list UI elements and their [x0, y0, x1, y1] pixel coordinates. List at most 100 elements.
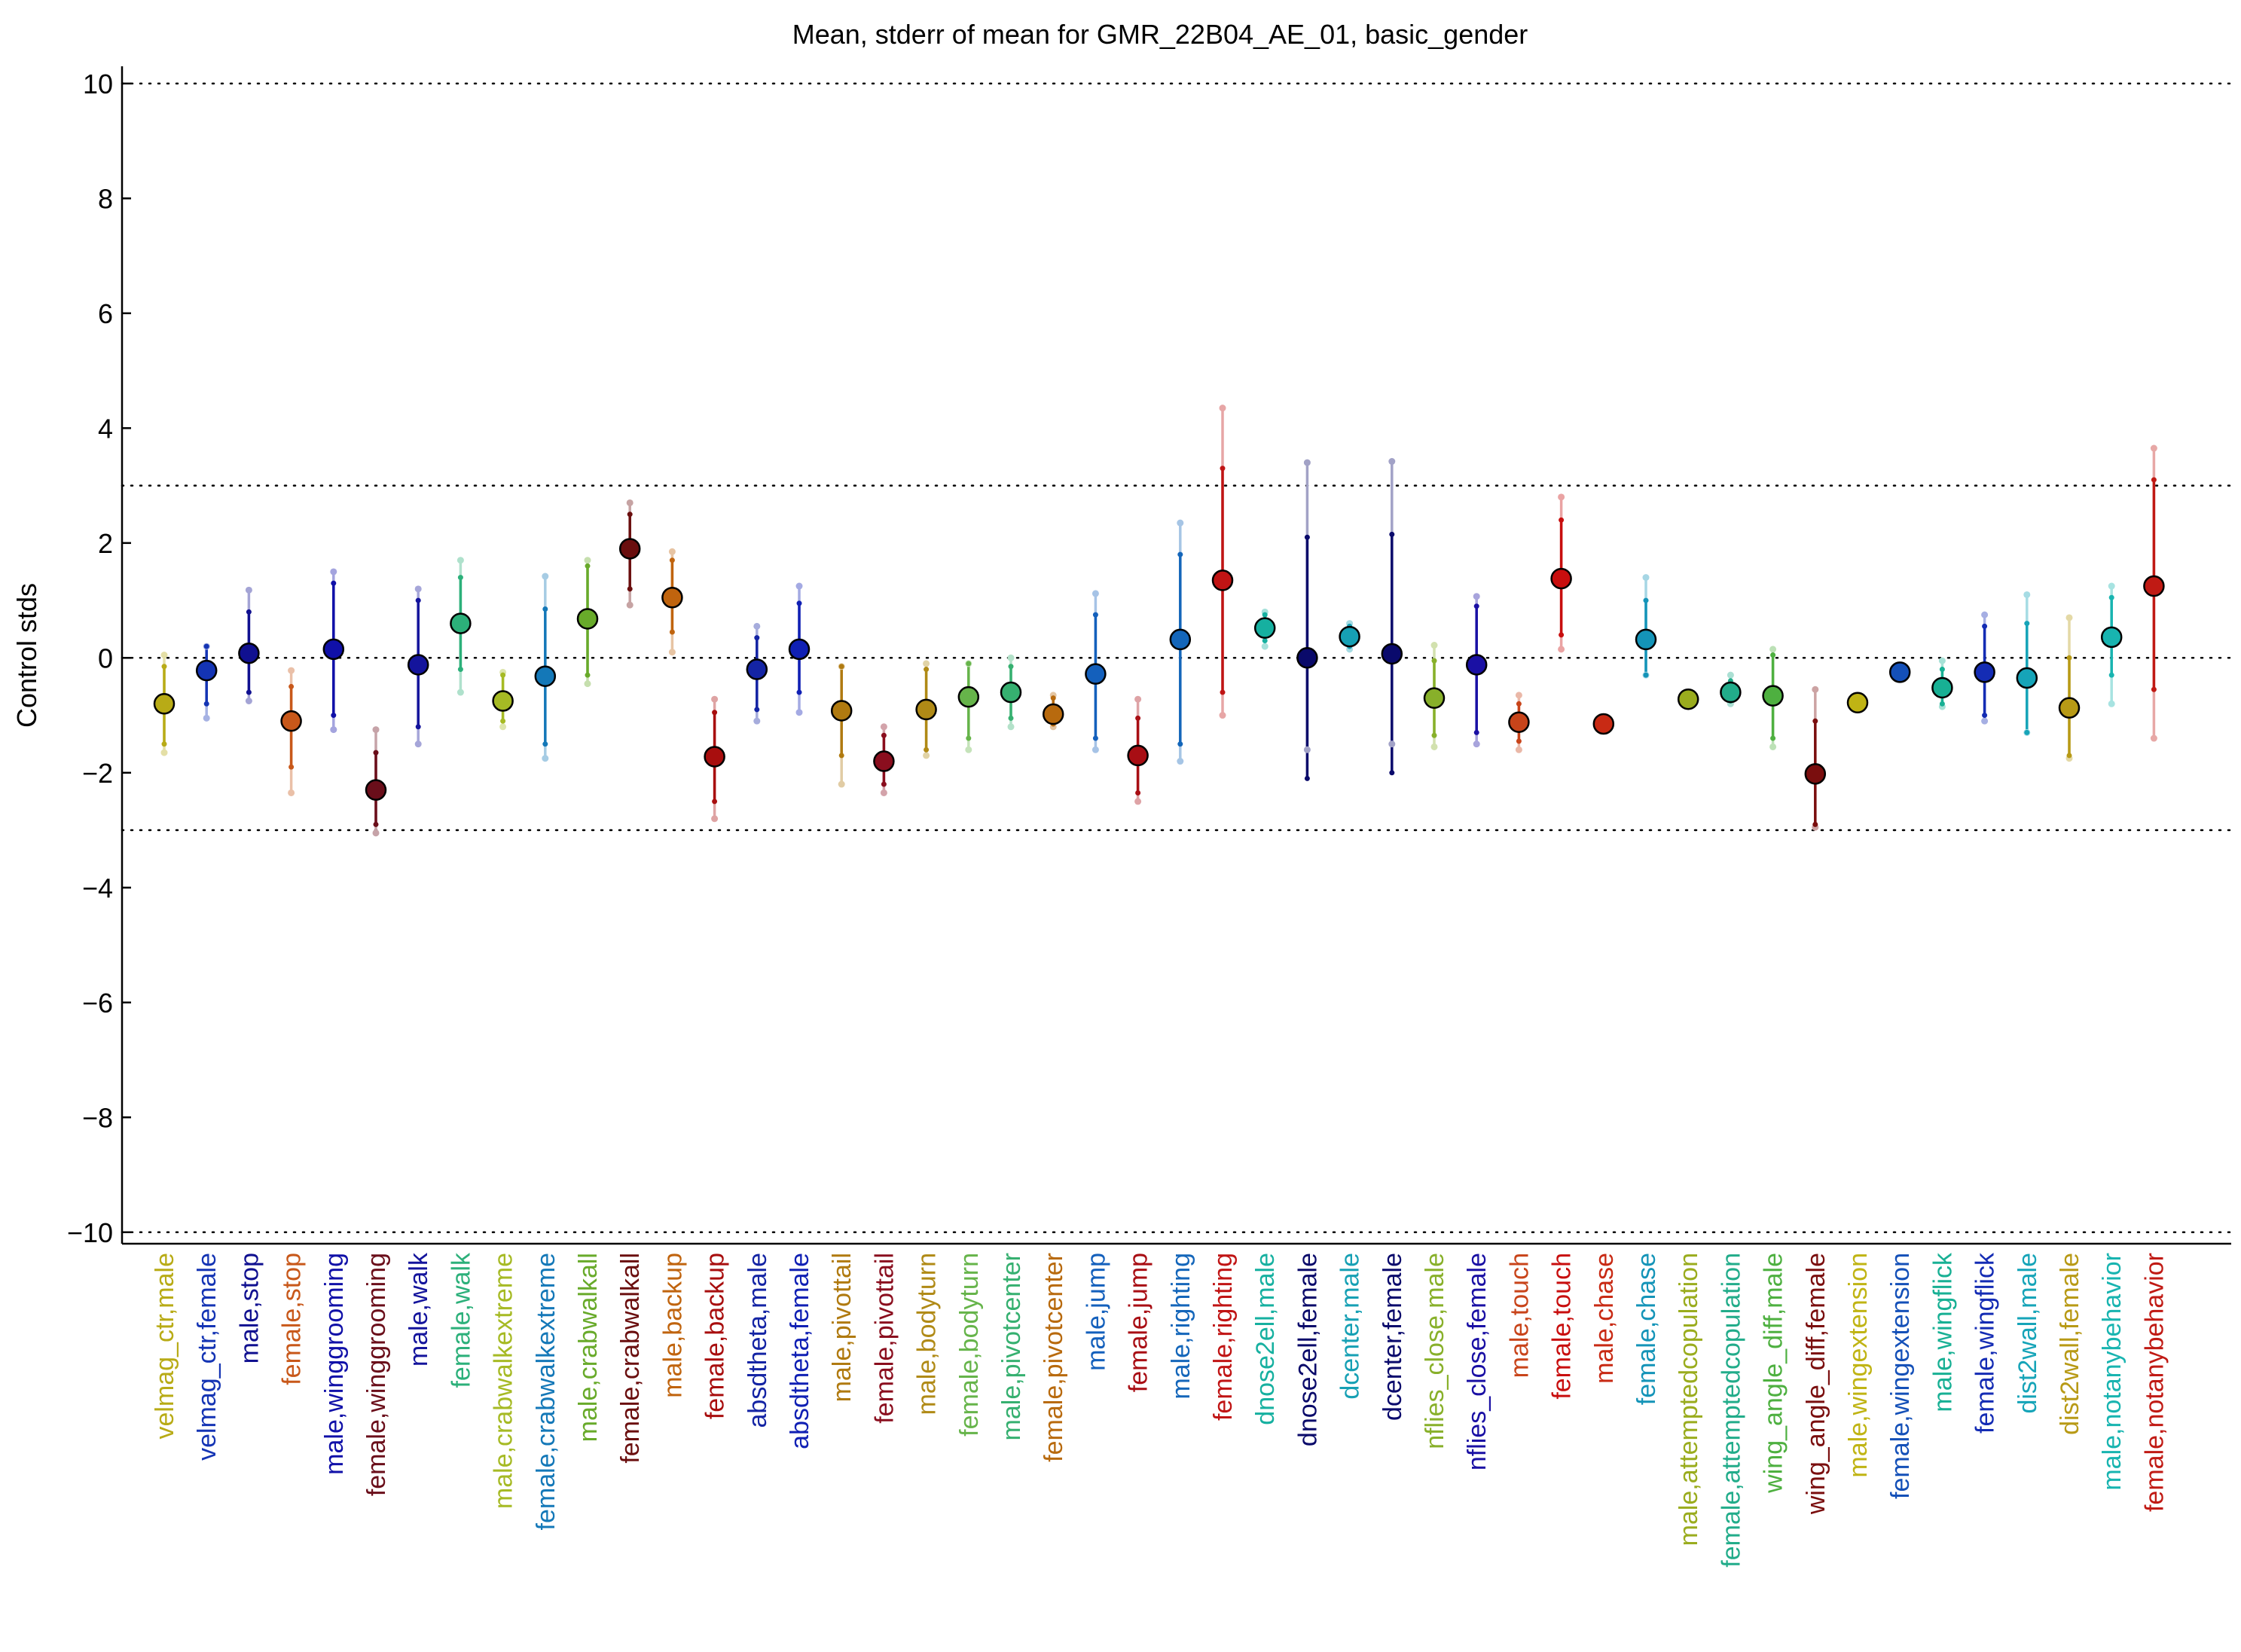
x-category-label: female,wingflick	[1971, 1252, 2000, 1434]
stderr-end-dot	[2024, 729, 2030, 735]
stderr-end-dot	[1939, 667, 1945, 673]
mean-marker	[1169, 628, 1192, 651]
stderr-end-dot	[1643, 672, 1649, 678]
x-category-label: female,touch	[1548, 1253, 1577, 1400]
stderr-end-dot	[881, 732, 887, 738]
x-category-label: female,crabwalkall	[616, 1253, 645, 1464]
stderr-end-dot	[924, 747, 930, 753]
range-end-dot	[1515, 692, 1522, 699]
datapoint-group	[1762, 646, 1784, 750]
mean-marker	[1508, 711, 1530, 733]
range-end-dot	[1981, 717, 1989, 725]
range-end-dot	[753, 717, 761, 725]
datapoint-group	[1085, 590, 1107, 753]
mean-marker	[1381, 643, 1403, 665]
stderr-end-dot	[1559, 517, 1565, 523]
datapoint-group	[915, 660, 937, 759]
stderr-end-dot	[415, 597, 421, 603]
datapoint-group	[1720, 671, 1742, 707]
stderr-end-dot	[1982, 623, 1988, 629]
stderr-end-dot	[1643, 597, 1649, 603]
x-category-label: male,pivottail	[828, 1253, 856, 1402]
x-category-label: male,winggrooming	[320, 1253, 349, 1475]
stderr-end-dot	[1008, 715, 1014, 721]
range-end-dot	[1134, 695, 1142, 703]
range-end-dot	[923, 752, 930, 759]
x-category-label: absdtheta,male	[743, 1253, 772, 1428]
range-end-dot	[1981, 611, 1989, 618]
range-end-dot	[372, 829, 380, 837]
datapoint-group	[322, 568, 345, 734]
mean-marker	[957, 686, 980, 708]
x-category-label: dnose2ell,male	[1251, 1253, 1280, 1425]
datapoint-group	[661, 548, 683, 656]
range-end-dot	[626, 499, 634, 506]
mean-marker	[1974, 661, 1995, 683]
datapoint-group	[1042, 692, 1064, 731]
x-category-label: nflies_close,male	[1421, 1253, 1449, 1449]
y-tick-label: −2	[82, 758, 113, 789]
stderr-end-dot	[712, 710, 718, 716]
mean-marker	[1253, 617, 1276, 639]
stderr-end-dot	[2066, 753, 2072, 759]
stderr-end-dot	[415, 724, 421, 730]
stderr-end-dot	[627, 511, 633, 518]
datapoint-group	[280, 667, 302, 796]
y-tick-label: 8	[98, 183, 113, 214]
y-axis-label: Control stds	[11, 583, 42, 728]
stderr-end-dot	[1220, 689, 1226, 695]
mean-marker	[365, 779, 387, 801]
stderr-end-dot	[246, 609, 252, 615]
y-tick-label: 6	[98, 298, 113, 329]
range-end-dot	[160, 749, 168, 756]
stderr-end-dot	[712, 799, 718, 805]
stderr-end-dot	[2108, 594, 2114, 600]
range-end-dot	[203, 714, 210, 722]
range-end-dot	[1219, 712, 1226, 719]
stderr-end-dot	[966, 735, 972, 741]
mean-marker	[1846, 692, 1869, 714]
datapoint-group	[1677, 688, 1699, 710]
range-end-dot	[1303, 459, 1311, 466]
stderr-end-dot	[1304, 534, 1310, 540]
datapoint-group	[2058, 614, 2081, 762]
mean-marker	[576, 608, 599, 630]
mean-marker	[407, 654, 429, 676]
x-category-label: male,wingflick	[1928, 1252, 1957, 1412]
x-category-label: female,stop	[278, 1253, 307, 1385]
stderr-end-dot	[373, 750, 379, 756]
mean-marker	[450, 612, 472, 634]
range-end-dot	[1642, 574, 1650, 582]
x-category-label: male,stop	[235, 1253, 264, 1363]
stderr-end-dot	[2151, 686, 2157, 692]
range-end-dot	[372, 726, 380, 734]
stderr-end-dot	[1559, 632, 1565, 638]
range-end-dot	[542, 755, 549, 762]
y-tick-label: 2	[98, 528, 113, 559]
stderr-end-dot	[966, 661, 972, 667]
x-category-label: dist2wall,male	[2014, 1253, 2042, 1414]
y-tick-label: −4	[82, 872, 113, 903]
datapoint-group	[1846, 692, 1869, 714]
x-category-label: male,notanybehavior	[2098, 1253, 2127, 1491]
stderr-end-dot	[1220, 466, 1226, 472]
range-end-dot	[1091, 746, 1099, 753]
range-end-dot	[2065, 614, 2073, 621]
mean-marker	[1635, 628, 1657, 651]
x-category-label: female,wingextension	[1886, 1253, 1915, 1499]
datapoint-group	[1296, 459, 1318, 781]
range-end-dot	[668, 649, 676, 656]
stderr-end-dot	[1177, 551, 1183, 557]
x-category-label: wing_angle_diff,female	[1802, 1253, 1830, 1515]
range-end-dot	[1558, 646, 1565, 653]
stderr-end-dot	[585, 563, 591, 569]
mean-marker	[1720, 681, 1742, 704]
x-category-label: female,attemptedcopulation	[1717, 1253, 1745, 1568]
range-end-dot	[1388, 740, 1396, 748]
stderr-end-dot	[373, 821, 379, 827]
range-end-dot	[1134, 798, 1142, 805]
x-category-label: male,bodyturn	[913, 1253, 942, 1415]
range-end-dot	[1007, 654, 1015, 661]
stderr-end-dot	[2024, 621, 2030, 627]
